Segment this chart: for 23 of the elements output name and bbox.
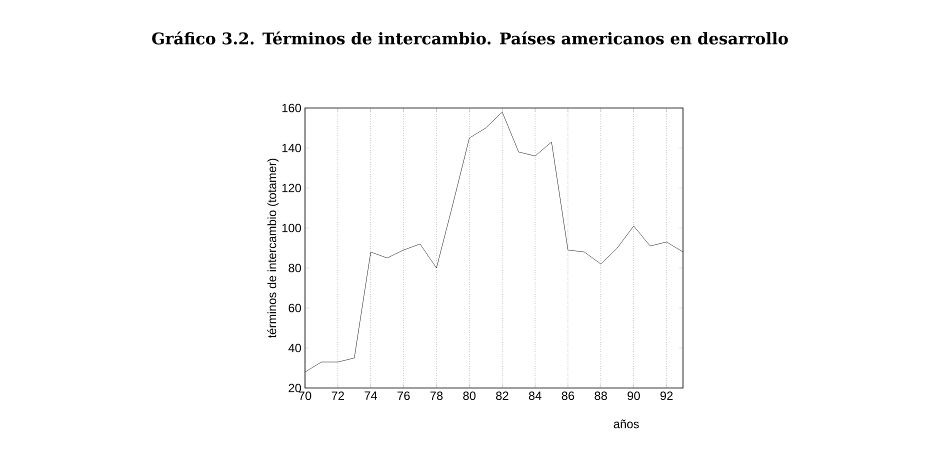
x-tick-label: 84 [528,392,542,400]
y-tick-label: 80 [288,264,302,272]
x-tick-label: 80 [463,392,476,400]
x-tick-label: 88 [594,392,607,400]
y-tick-label: 160 [282,104,302,112]
y-tick-label: 120 [282,184,302,192]
y-tick-label: 20 [288,384,302,392]
y-tick-label: 100 [282,224,302,232]
x-tick-label: 82 [496,392,508,400]
y-tick-label: 140 [282,144,302,152]
x-tick-label: 78 [430,392,443,400]
x-tick-label: 74 [364,392,378,400]
x-tick-label: 92 [660,392,673,400]
x-tick-label: 76 [398,392,410,400]
y-axis-title: términos de intercambio (totamer) [267,158,279,338]
y-tick-label: 60 [288,304,302,312]
x-axis-title: años [614,420,639,428]
x-tick-label: 72 [332,392,344,400]
x-tick-label: 70 [298,392,312,400]
chart-title: Gráfico 3.2. Términos de intercambio. Países americanos en desarrollo [152,31,788,45]
x-tick-label: 90 [628,392,640,400]
y-tick-label: 40 [288,344,302,352]
x-tick-label: 86 [562,392,574,400]
